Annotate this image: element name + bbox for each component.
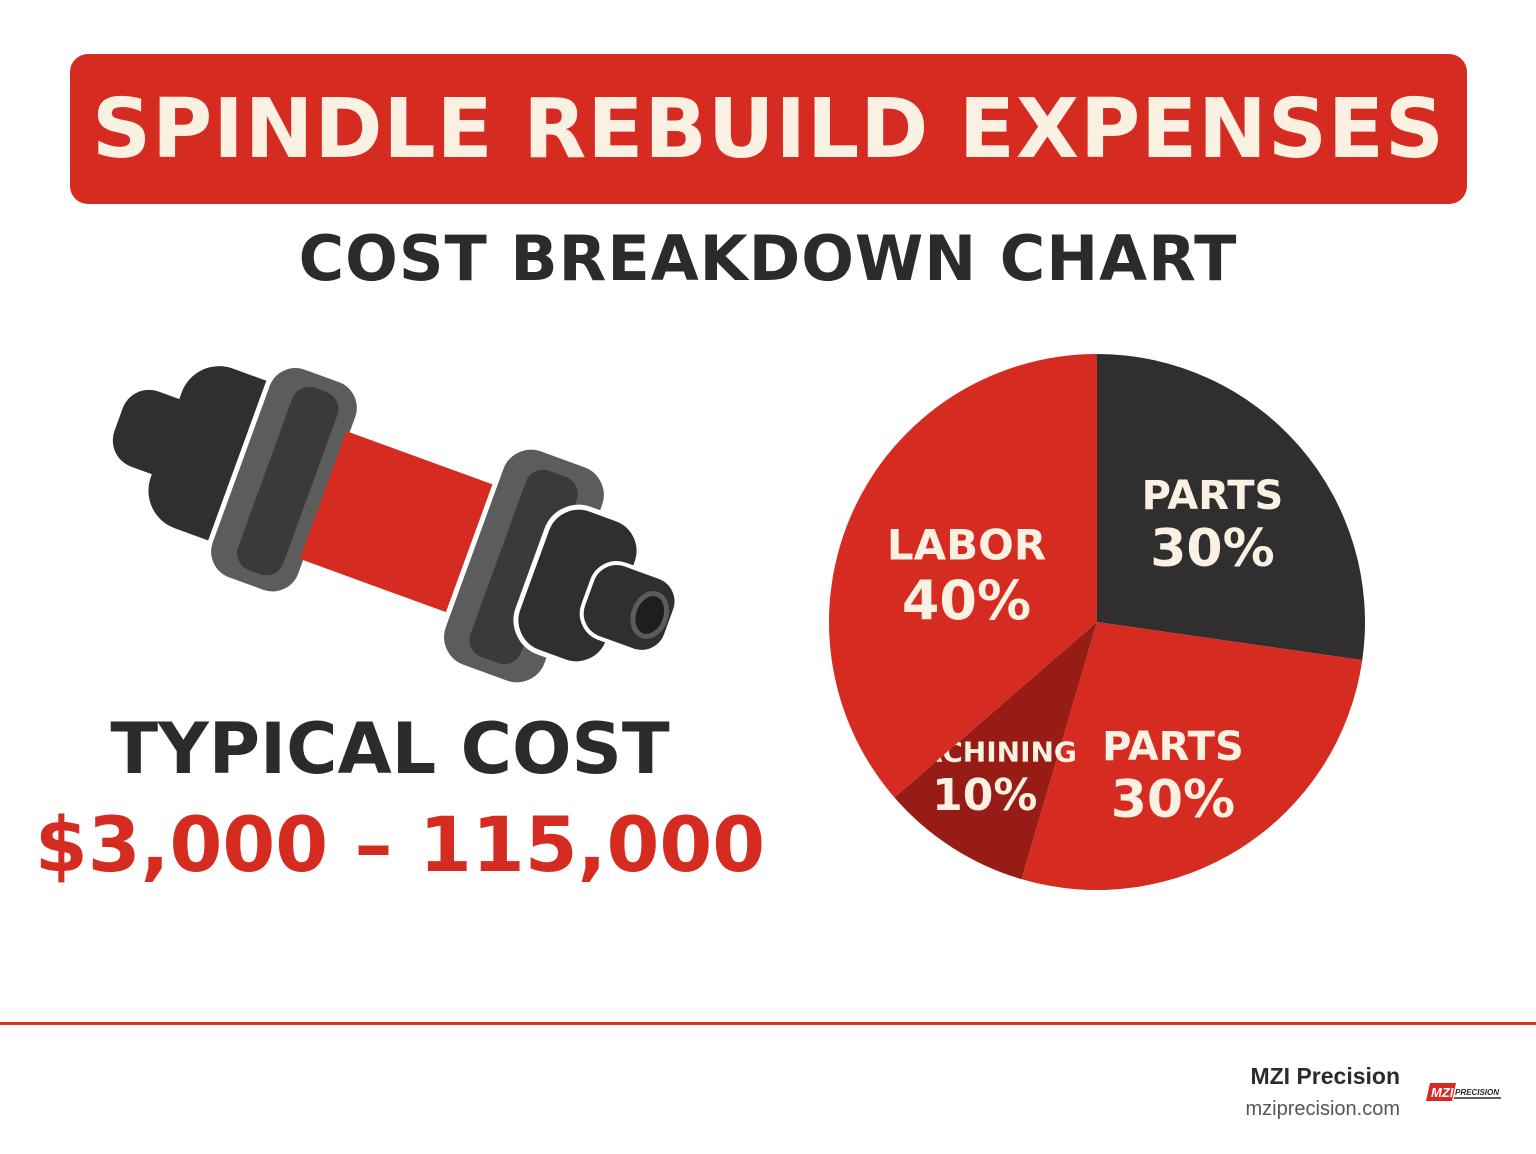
footer-company-name: MZI Precision xyxy=(1250,1063,1400,1089)
footer-url: mziprecision.com xyxy=(1245,1098,1400,1120)
pie-slice-parts-1 xyxy=(1021,622,1363,890)
pie-label-parts-0: PARTS xyxy=(1142,473,1284,519)
mzi-logo: MZI PRECISION xyxy=(1426,1083,1501,1101)
pie-value-parts-0: 30% xyxy=(1150,519,1274,579)
pie-slice-parts-0 xyxy=(1097,354,1365,661)
pie-value-machining-2: 10% xyxy=(932,770,1037,821)
pie-slice-machining-2 xyxy=(894,622,1097,880)
spindle-bore xyxy=(630,591,670,639)
page-title: SPINDLE REBUILD EXPENSES xyxy=(92,81,1445,177)
spindle-left-bearing-inner xyxy=(237,386,339,576)
spindle-body xyxy=(299,431,505,617)
typical-cost-label: TYPICAL COST xyxy=(110,708,670,790)
chart-subtitle: COST BREAKDOWN CHART xyxy=(298,222,1238,295)
pie-label-parts-1: PARTS xyxy=(1102,724,1244,770)
title-banner: SPINDLE REBUILD EXPENSES xyxy=(70,54,1467,204)
pie-label-labor-3: LABOR xyxy=(887,521,1046,570)
logo-subtext: PRECISION xyxy=(1455,1088,1499,1097)
logo-text: MZI xyxy=(1431,1085,1454,1100)
pie-value-labor-3: 40% xyxy=(902,569,1031,632)
footer-divider xyxy=(0,1022,1536,1025)
pie-value-parts-1: 30% xyxy=(1111,770,1235,830)
typical-cost-value: $3,000 – 115,000 xyxy=(34,800,766,889)
spindle-illustration xyxy=(112,363,679,688)
pie-slice-labor-3 xyxy=(829,354,1097,798)
